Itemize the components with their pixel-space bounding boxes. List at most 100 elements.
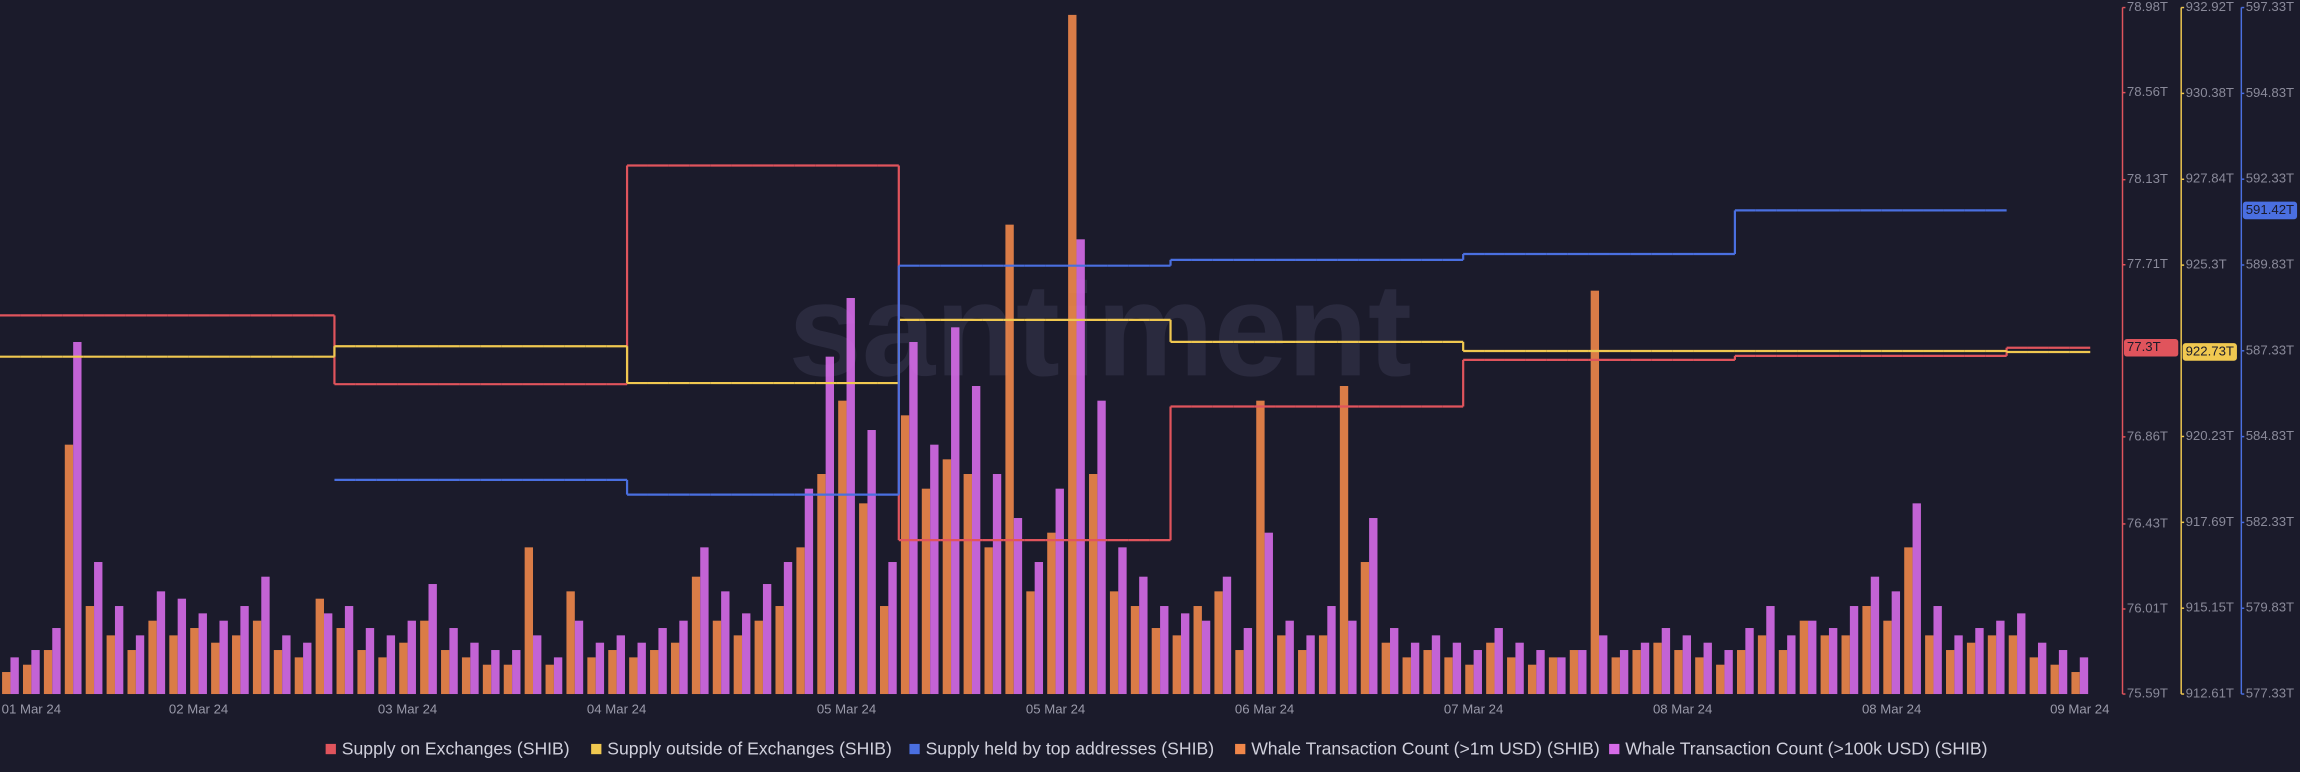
- bar: [691, 576, 701, 695]
- bar: [1954, 635, 1963, 695]
- y-tick-label: 76.01T: [2127, 600, 2168, 615]
- bar: [386, 635, 396, 695]
- bar: [1339, 386, 1349, 695]
- legend-label: Supply held by top addresses (SHIB): [926, 738, 1215, 758]
- bar: [1799, 620, 1809, 695]
- bar: [804, 488, 814, 695]
- bar: [1193, 606, 1202, 695]
- bar: [838, 400, 847, 695]
- bar: [1787, 635, 1796, 695]
- bar: [1820, 635, 1829, 695]
- y-tick-label: 927.84T: [2186, 171, 2234, 186]
- bar: [1870, 576, 1880, 695]
- bar: [240, 606, 249, 695]
- bar: [1348, 620, 1357, 695]
- bar: [114, 606, 124, 695]
- bar: [1661, 628, 1671, 695]
- bar: [1619, 650, 1629, 695]
- bar: [783, 562, 793, 695]
- value-badge-label: 591.42T: [2246, 202, 2294, 217]
- x-tick-label: 08 Mar 24: [1862, 702, 1921, 717]
- bar: [1925, 635, 1934, 695]
- bar: [2058, 650, 2068, 695]
- x-tick-label: 05 Mar 24: [817, 702, 876, 717]
- bar: [1912, 503, 1921, 695]
- bar: [1632, 650, 1641, 695]
- bar: [10, 657, 19, 695]
- bar: [399, 642, 408, 695]
- bar: [232, 635, 241, 695]
- bar: [336, 628, 345, 695]
- bar: [273, 650, 283, 695]
- bar: [94, 562, 103, 695]
- bar: [135, 635, 145, 695]
- bar: [2017, 613, 2026, 695]
- bar: [1055, 488, 1064, 695]
- y-tick-label: 77.71T: [2127, 256, 2168, 271]
- y-tick-label: 925.3T: [2186, 257, 2227, 272]
- x-tick-label: 05 Mar 24: [1026, 702, 1085, 717]
- bar: [43, 650, 53, 695]
- bar: [407, 620, 416, 695]
- bar: [261, 576, 270, 695]
- bar: [1849, 606, 1859, 695]
- bar: [1005, 224, 1014, 695]
- bar: [1736, 650, 1746, 695]
- bar: [1578, 650, 1587, 695]
- bar: [1109, 591, 1119, 695]
- bar: [1243, 628, 1253, 695]
- x-tick-label: 01 Mar 24: [2, 702, 61, 717]
- bar: [428, 584, 437, 695]
- x-tick-label: 09 Mar 24: [2050, 702, 2109, 717]
- bar: [900, 415, 910, 695]
- bar: [1013, 518, 1023, 695]
- bar: [420, 620, 429, 695]
- bar: [1076, 239, 1085, 695]
- bar: [1862, 606, 1871, 695]
- y-tick-label: 582.33T: [2246, 514, 2294, 529]
- legend-swatch: [591, 743, 602, 755]
- bar: [1841, 635, 1850, 695]
- bar: [2071, 672, 2080, 695]
- bar: [1390, 628, 1399, 695]
- bar: [1360, 562, 1370, 695]
- bar: [1318, 635, 1328, 695]
- bar: [888, 562, 897, 695]
- y-tick-label: 78.56T: [2127, 84, 2168, 99]
- bar: [85, 606, 95, 695]
- bar: [1515, 642, 1524, 695]
- value-badge: [2182, 343, 2237, 361]
- bar: [608, 650, 617, 695]
- bar: [796, 547, 805, 695]
- bar: [252, 620, 262, 695]
- legend-label: Whale Transaction Count (>100k USD) (SHI…: [1625, 738, 1987, 758]
- bar: [650, 650, 659, 695]
- bar: [1640, 642, 1650, 695]
- y-tick-label: 76.43T: [2127, 515, 2168, 530]
- bar: [1745, 628, 1754, 695]
- bar: [169, 635, 178, 695]
- bar: [2029, 657, 2038, 695]
- bar: [22, 664, 32, 695]
- bar: [721, 591, 730, 695]
- bar: [1933, 606, 1942, 695]
- bar: [1160, 606, 1169, 695]
- bar: [762, 584, 772, 695]
- bar: [825, 356, 835, 695]
- bar: [1222, 576, 1232, 695]
- bar: [963, 474, 972, 695]
- y-tick-label: 76.86T: [2127, 428, 2168, 443]
- bar: [545, 664, 554, 695]
- legend-swatch: [909, 743, 920, 755]
- bar: [1946, 650, 1955, 695]
- bar: [930, 444, 939, 695]
- bar: [190, 628, 199, 695]
- bar: [658, 628, 667, 695]
- bar: [441, 650, 450, 695]
- bar: [1306, 635, 1315, 695]
- bar: [512, 650, 521, 695]
- value-badge-label: 922.73T: [2186, 343, 2234, 358]
- bar: [951, 327, 960, 695]
- bar: [867, 430, 876, 695]
- bar: [1180, 613, 1190, 695]
